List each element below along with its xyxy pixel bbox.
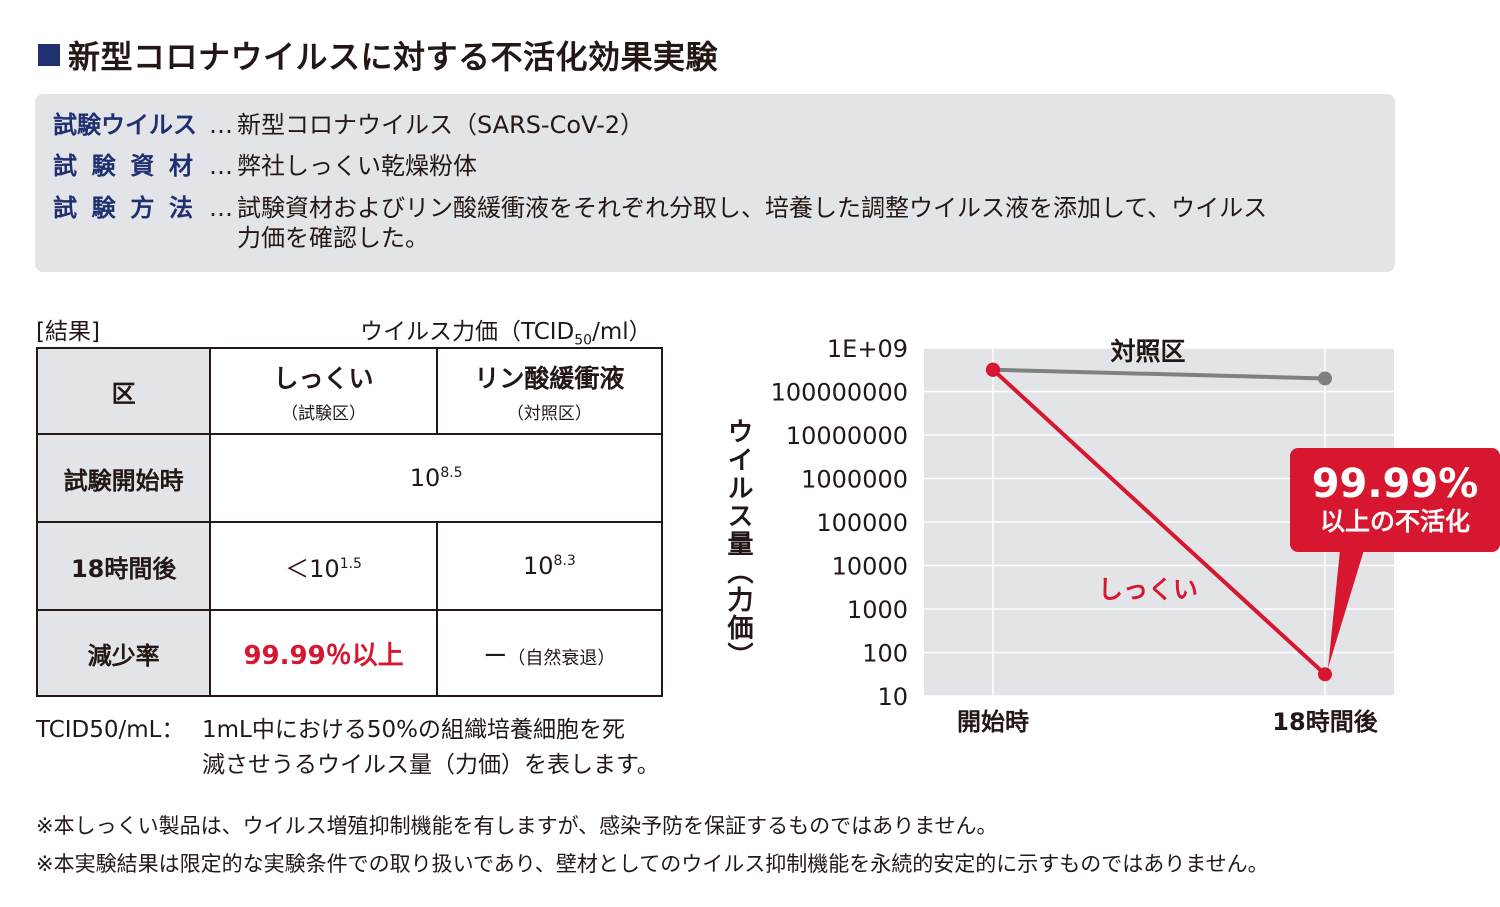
- cell-start-shared: 108.5: [209, 433, 663, 523]
- y-tick-label: 100000: [816, 509, 908, 537]
- cell-value-base: 10: [522, 552, 554, 580]
- info-label-char: 試: [53, 152, 77, 180]
- info-value-method: 試験資材およびリン酸緩衝液をそれぞれ分取し、培養した調整ウイルス液を添加して、ウ…: [237, 193, 1377, 253]
- cell-value-dash: ー: [483, 641, 508, 670]
- y-tick-label: 1000: [847, 596, 908, 624]
- table-header-row: 区 しっくい （試験区） リン酸緩衝液 （対照区）: [35, 347, 664, 435]
- header-shikkui-sub: （試験区）: [281, 403, 367, 424]
- cell-value-base: ＜10: [285, 554, 340, 583]
- header-buffer-sub: （対照区）: [506, 403, 592, 424]
- callout-percent: 99.99%: [1311, 461, 1479, 507]
- tcid-note-line1: 1mL中における50%の組織培養細胞を死: [202, 717, 625, 743]
- info-row-material: 試 験 資 材 … 弊社しっくい乾燥粉体: [53, 151, 1377, 181]
- unit-subscript: 50: [574, 332, 593, 349]
- header-buffer-main: リン酸緩衝液: [474, 363, 625, 393]
- info-row-method: 試 験 方 法 … 試験資材およびリン酸緩衝液をそれぞれ分取し、培養した調整ウイ…: [53, 193, 1377, 253]
- table-row: 減少率 99.99％以上 ー（自然衰退）: [35, 609, 664, 697]
- results-label: [結果]: [36, 319, 100, 345]
- y-tick-label: 100: [862, 640, 908, 668]
- inactivation-callout: 99.99% 以上の不活化: [1290, 448, 1500, 552]
- results-table: 区 しっくい （試験区） リン酸緩衝液 （対照区） 試験開始時 108.5 18…: [35, 347, 664, 697]
- y-tick-label: 1E+09: [827, 335, 908, 363]
- header-cell-section: 区: [35, 347, 212, 435]
- footnote-1: ※本しっくい製品は、ウイルス増殖抑制機能を有しますが、感染予防を保証するものでは…: [36, 814, 998, 838]
- series-line-shikkui: [991, 368, 1327, 676]
- tcid-note-line2: 滅させうるウイルス量（力価）を表します。: [202, 752, 660, 778]
- results-unit: ウイルス力価（TCID50/ml）: [360, 312, 652, 349]
- unit-text-end: /ml）: [592, 319, 652, 345]
- info-label-char: 方: [130, 194, 155, 222]
- row-label-start: 試験開始時: [35, 433, 212, 523]
- series-label-control: 対照区: [1110, 337, 1185, 366]
- series-line-control: [992, 367, 1326, 381]
- y-tick-label: 1000000: [801, 466, 908, 494]
- callout-text: 以上の不活化: [1319, 507, 1470, 536]
- info-value-method-line2: 力価を確認した。: [237, 224, 429, 252]
- header-cell-buffer: リン酸緩衝液 （対照区）: [435, 347, 664, 435]
- info-label-material: 試 験 資 材: [53, 151, 209, 181]
- cell-18h-buffer: 108.3: [435, 521, 664, 611]
- cell-value-exp: 8.3: [553, 553, 576, 569]
- info-label-char: 験: [91, 194, 116, 222]
- x-tick-label: 18時間後: [1272, 708, 1378, 736]
- y-axis-label: ウイルス量（力価）: [723, 418, 754, 670]
- tcid-note-label: TCID50/mL：: [36, 717, 185, 743]
- info-label-char: 法: [168, 194, 193, 222]
- table-row: 18時間後 ＜101.5 108.3: [35, 521, 664, 611]
- info-dots: …: [209, 152, 233, 180]
- info-dots: …: [209, 194, 233, 222]
- info-value-material: 弊社しっくい乾燥粉体: [237, 152, 477, 180]
- cell-value-natural: （自然衰退）: [507, 647, 616, 669]
- cell-value-exp: 8.5: [440, 465, 463, 481]
- cell-reduction-buffer: ー（自然衰退）: [435, 609, 664, 697]
- cell-reduction-shikkui: 99.99％以上: [209, 609, 438, 697]
- cell-value-exp: 1.5: [339, 555, 362, 572]
- footnote-2: ※本実験結果は限定的な実験条件での取り扱いであり、壁材としてのウイルス抑制機能を…: [36, 852, 1269, 876]
- y-tick-label: 100000000: [771, 379, 908, 407]
- row-label-reduction: 減少率: [35, 609, 212, 697]
- row-label-18h: 18時間後: [35, 521, 212, 611]
- series-point-shikkui: [1318, 667, 1332, 682]
- info-label-char: 試: [53, 194, 77, 222]
- y-tick-label: 10000000: [786, 422, 908, 450]
- info-label-virus: 試験ウイルス: [53, 111, 197, 139]
- info-row-virus: 試験ウイルス … 新型コロナウイルス（SARS-CoV-2）: [53, 110, 1377, 140]
- y-tick-label: 10000: [832, 553, 908, 581]
- header-cell-shikkui: しっくい （試験区）: [209, 347, 438, 435]
- series-point-shikkui-start: [986, 362, 1000, 377]
- info-dots: …: [209, 111, 233, 139]
- cell-18h-shikkui: ＜101.5: [209, 521, 438, 611]
- series-label-shikkui: しっくい: [1098, 575, 1198, 604]
- test-info-box: 試験ウイルス … 新型コロナウイルス（SARS-CoV-2） 試 験 資 材 ……: [35, 94, 1395, 272]
- table-row: 試験開始時 108.5: [35, 433, 663, 523]
- header-shikkui-main: しっくい: [273, 363, 374, 393]
- info-value-virus: 新型コロナウイルス（SARS-CoV-2）: [237, 111, 645, 139]
- page-title: 新型コロナウイルスに対する不活化効果実験: [68, 38, 719, 76]
- title-square-icon: [38, 44, 60, 66]
- cell-value-base: 10: [409, 464, 441, 492]
- info-label-char: 資: [130, 152, 155, 180]
- page-title-row: 新型コロナウイルスに対する不活化効果実験: [38, 32, 718, 78]
- y-tick-label: 10: [877, 683, 908, 711]
- series-point-control: [1318, 371, 1332, 386]
- info-label-method: 試 験 方 法: [53, 193, 209, 253]
- info-label-char: 材: [168, 152, 193, 180]
- info-label-char: 験: [91, 152, 116, 180]
- info-value-method-line1: 試験資材およびリン酸緩衝液をそれぞれ分取し、培養した調整ウイルス液を添加して、ウ…: [237, 194, 1268, 222]
- x-tick-label: 開始時: [957, 708, 1029, 736]
- unit-text: ウイルス力価（TCID: [360, 319, 575, 345]
